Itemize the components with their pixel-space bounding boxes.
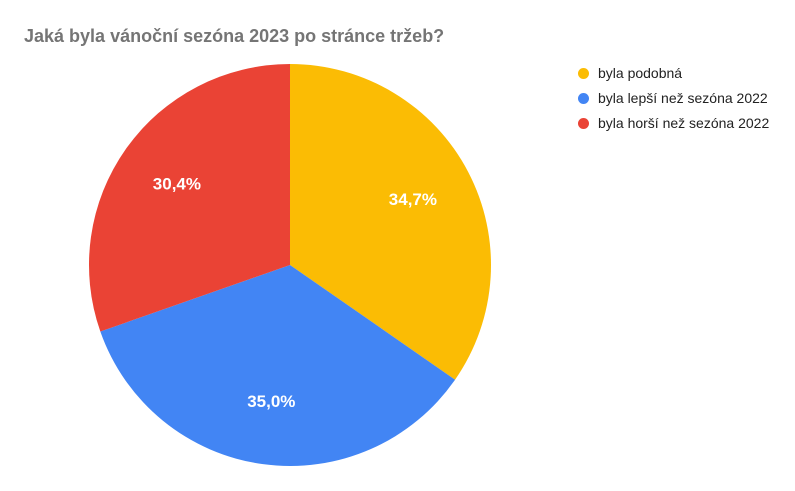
legend-swatch <box>578 117 589 129</box>
chart-title: Jaká byla vánoční sezóna 2023 po stránce… <box>24 26 445 46</box>
slice-value-label: 34,7% <box>389 190 437 209</box>
slice-value-label: 35,0% <box>247 392 295 411</box>
slice-lepsi[interactable] <box>100 265 456 466</box>
legend: byla podobná byla lepší než sezóna 2022 … <box>578 64 769 139</box>
legend-label: byla lepší než sezóna 2022 <box>598 90 768 106</box>
legend-item-podobna[interactable]: byla podobná <box>578 64 769 82</box>
pie-labels: 34,7% 35,0% 30,4% <box>153 174 437 411</box>
slice-value-label: 30,4% <box>153 174 201 193</box>
pie-slices <box>89 64 491 466</box>
legend-swatch <box>578 92 589 104</box>
slice-horsi[interactable] <box>89 64 291 332</box>
slice-podobna[interactable] <box>290 64 491 380</box>
legend-label: byla podobná <box>598 65 683 81</box>
legend-swatch <box>578 67 589 79</box>
legend-label: byla horší než sezóna 2022 <box>598 115 770 131</box>
legend-item-horsi[interactable]: byla horší než sezóna 2022 <box>578 114 769 132</box>
legend-item-lepsi[interactable]: byla lepší než sezóna 2022 <box>578 89 769 107</box>
